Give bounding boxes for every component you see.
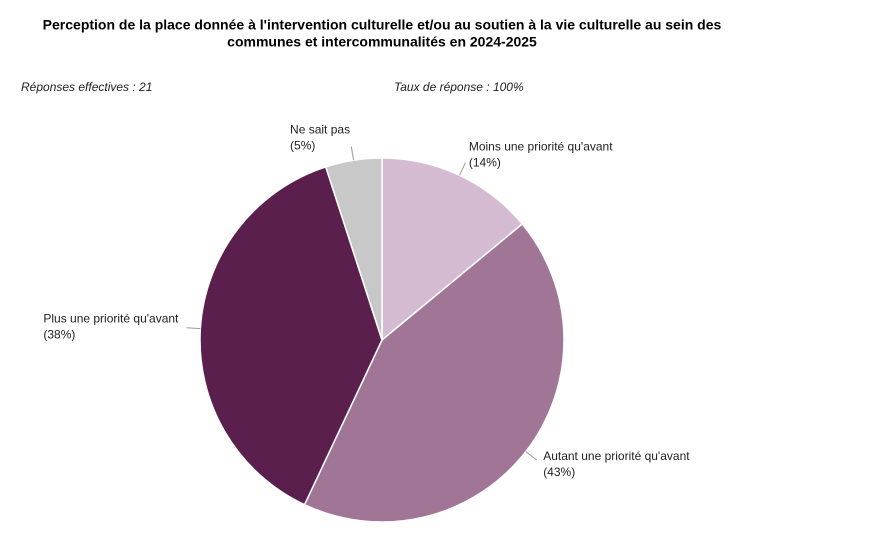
pie-slice bbox=[199, 165, 383, 506]
slice-label: Plus une priorité qu'avant bbox=[43, 311, 179, 325]
slice-label: Ne sait pas bbox=[290, 123, 350, 137]
leader-line bbox=[525, 451, 538, 461]
annotation: Réponses effectives : 21 bbox=[21, 80, 152, 94]
chart-title: Perception de la place donnée à l'interv… bbox=[43, 17, 722, 33]
leader-line bbox=[459, 162, 466, 176]
pie-slice bbox=[324, 157, 383, 341]
slice-value-label: (38%) bbox=[43, 327, 75, 341]
slice-label: Moins une priorité qu'avant bbox=[469, 140, 613, 154]
slice-value-label: (43%) bbox=[543, 465, 575, 479]
leader-line bbox=[186, 327, 201, 330]
chart-title: communes et intercommunalités en 2024-20… bbox=[227, 34, 537, 50]
pie-slice bbox=[381, 157, 524, 342]
leader-line bbox=[350, 146, 355, 161]
slice-value-label: (14%) bbox=[469, 156, 501, 170]
slice-label: Autant une priorité qu'avant bbox=[543, 449, 690, 463]
annotation: Taux de réponse : 100% bbox=[394, 80, 524, 94]
slice-value-label: (5%) bbox=[290, 139, 315, 153]
